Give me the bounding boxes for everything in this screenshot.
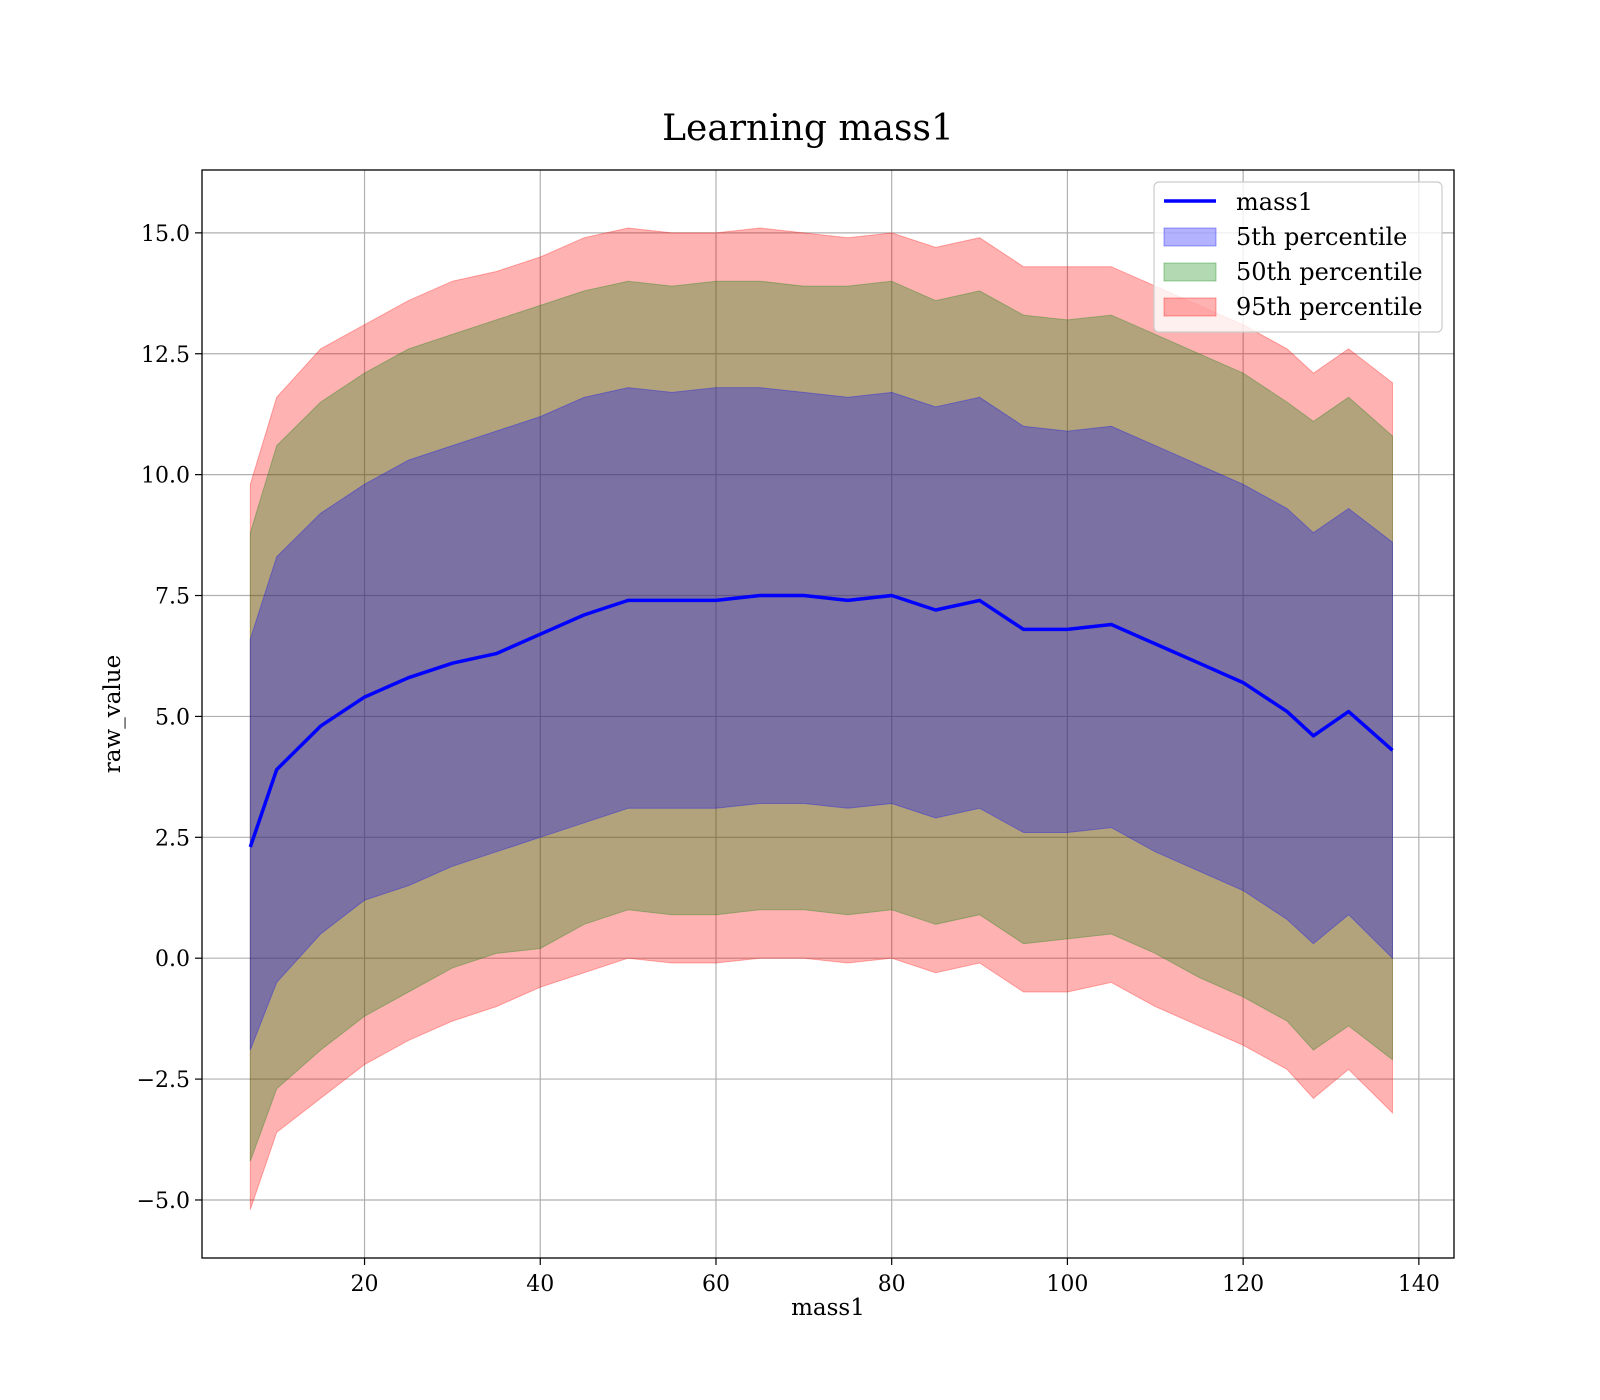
y-axis-ticks: −5.0 −2.5 0.0 2.5 5.0 7.5 10.0 12.5 15.0 [137,222,202,1214]
legend-label-mass1: mass1 [1236,188,1313,216]
legend-swatch-95th-percentile [1163,297,1217,317]
line-mass1 [248,593,1394,848]
x-tick-label: 40 [526,1272,554,1297]
series-lines [248,593,1394,848]
legend-swatch-50th-percentile [1163,262,1217,282]
y-tick-label: 2.5 [155,826,190,851]
band-50th-percentile [249,280,1393,1162]
percentile-bands [249,227,1393,1210]
y-axis-label: raw_value [100,655,126,773]
x-tick-label: 60 [702,1272,730,1297]
x-tick-label: 20 [351,1272,379,1297]
legend-box [1153,181,1443,333]
y-tick-label: −5.0 [137,1189,190,1214]
legend-swatch-5th-percentile [1163,227,1217,247]
band-95th-percentile [249,227,1393,1210]
legend-label-50th-percentile: 50th percentile [1236,258,1423,286]
legend-label-5th-percentile: 5th percentile [1236,223,1407,251]
legend-label-95th-percentile: 95th percentile [1236,293,1423,321]
plot-frame [201,169,1455,1259]
x-tick-label: 80 [878,1272,906,1297]
y-tick-label: 5.0 [155,705,190,730]
y-tick-label: 12.5 [141,343,190,368]
chart-title: Learning mass1 [662,108,954,149]
plot-background [202,170,1454,1258]
y-tick-label: 15.0 [141,222,190,247]
x-tick-label: 120 [1222,1272,1264,1297]
x-tick-label: 140 [1398,1272,1440,1297]
y-tick-label: 10.0 [141,464,190,489]
y-tick-label: −2.5 [137,1068,190,1093]
band-5th-percentile [249,387,1393,1051]
x-axis-label: mass1 [791,1295,865,1321]
x-tick-label: 100 [1046,1272,1088,1297]
legend: mass1 5th percentile 50th percentile 95t… [1153,181,1443,333]
y-tick-label: 0.0 [155,947,190,972]
x-axis-ticks: 20 40 60 80 100 120 140 [351,1258,1440,1297]
y-tick-label: 7.5 [155,585,190,610]
